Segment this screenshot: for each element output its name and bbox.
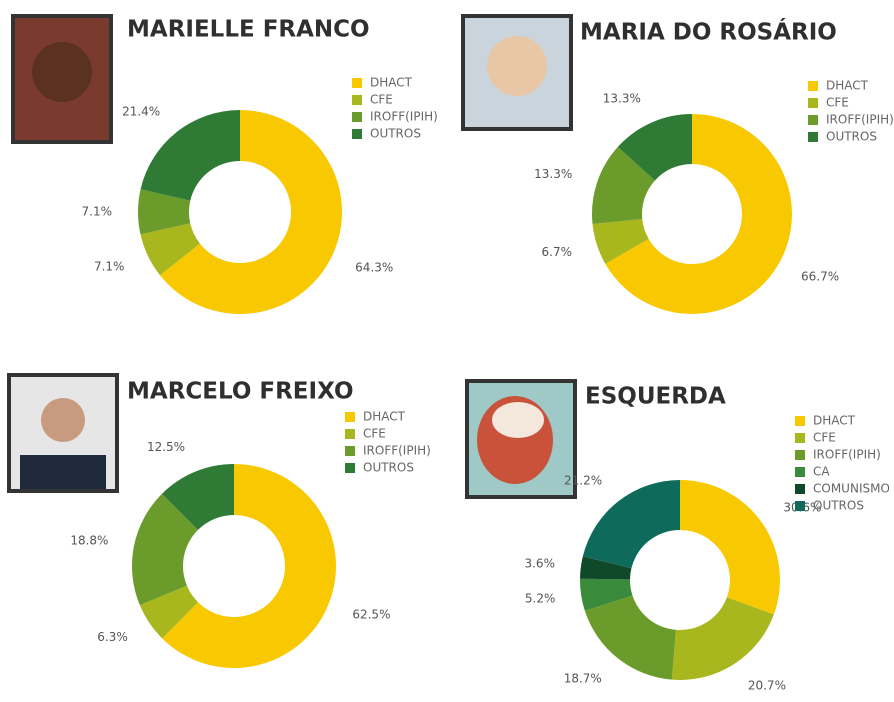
- legend-label: DHACT: [370, 76, 413, 90]
- legend-swatch: [345, 412, 355, 422]
- donut-segment: [141, 110, 240, 201]
- value-label: 66.7%: [801, 270, 839, 284]
- legend-label: OUTROS: [826, 130, 877, 144]
- legend-swatch: [795, 416, 805, 426]
- value-label: 3.6%: [524, 557, 555, 571]
- legend-label: DHACT: [826, 79, 869, 93]
- legend-swatch: [808, 115, 818, 125]
- legend-swatch: [345, 446, 355, 456]
- legend-label: IROFF(IPIH): [826, 113, 894, 127]
- legend-label: COMUNISMO: [813, 482, 890, 496]
- value-label: 18.7%: [564, 671, 602, 685]
- legend-label: DHACT: [813, 414, 856, 428]
- legend-swatch: [808, 132, 818, 142]
- pie-chart: ESQUERDA30.6%20.7%18.7%5.2%3.6%21.2%DHAC…: [524, 384, 889, 693]
- legend-swatch: [345, 463, 355, 473]
- legend-swatch: [345, 429, 355, 439]
- pie-chart: MARIELLE FRANCO 64.3% 7.1% 7.1% 21.4% DHACT CF…: [82, 17, 438, 314]
- legend-swatch: [795, 450, 805, 460]
- legend-label: CFE: [363, 427, 386, 441]
- value-label: 13.3%: [534, 167, 572, 181]
- legend-swatch: [795, 467, 805, 477]
- legend-swatch: [352, 112, 362, 122]
- legend-label: CFE: [826, 96, 849, 110]
- value-label: 6.3%: [97, 630, 128, 644]
- photo-face: [32, 42, 92, 102]
- dashboard: MARIELLE FRANCO 64.3% 7.1% 7.1% 21.4% DHACT CF…: [0, 0, 894, 702]
- legend-swatch: [352, 95, 362, 105]
- legend-label: OUTROS: [813, 499, 864, 513]
- chart-title: MARIELLE FRANCO: [127, 17, 370, 43]
- legend-swatch: [795, 484, 805, 494]
- photo-face: [487, 36, 547, 96]
- legend-swatch: [795, 501, 805, 511]
- pie-chart: MARCELO FREIXO 62.5% 6.3% 18.8% 12.5% DHACT CF…: [70, 379, 430, 668]
- legend-swatch: [808, 98, 818, 108]
- value-label: 5.2%: [525, 591, 556, 605]
- legend-swatch: [352, 78, 362, 88]
- legend-swatch: [808, 81, 818, 91]
- donut-segment: [585, 595, 676, 679]
- value-label: 7.1%: [82, 204, 113, 218]
- value-label: 18.8%: [70, 534, 108, 548]
- legend-label: DHACT: [363, 410, 406, 424]
- value-label: 64.3%: [355, 260, 393, 274]
- photo-face: [41, 398, 85, 442]
- legend-label: IROFF(IPIH): [370, 110, 438, 124]
- legend-swatch: [795, 433, 805, 443]
- legend-label: CA: [813, 465, 830, 479]
- chart-title: MARCELO FREIXO: [127, 379, 354, 405]
- value-label: 21.2%: [564, 473, 602, 487]
- legend-label: OUTROS: [363, 461, 414, 475]
- donut-segment: [672, 597, 774, 680]
- legend-label: CFE: [813, 431, 836, 445]
- chart-title: MARIA DO ROSÁRIO: [580, 18, 837, 46]
- value-label: 6.7%: [542, 245, 573, 259]
- chart-title: ESQUERDA: [585, 384, 726, 410]
- donut-segment: [583, 480, 680, 568]
- legend-label: CFE: [370, 93, 393, 107]
- legend-label: IROFF(IPIH): [813, 448, 881, 462]
- value-label: 62.5%: [352, 607, 390, 621]
- legend-swatch: [352, 129, 362, 139]
- legend-label: OUTROS: [370, 127, 421, 141]
- donut-segment: [680, 480, 780, 614]
- photo-brain: [492, 402, 544, 438]
- value-label: 21.4%: [122, 104, 160, 118]
- legend-label: IROFF(IPIH): [363, 444, 431, 458]
- value-label: 12.5%: [147, 440, 185, 454]
- value-label: 13.3%: [603, 91, 641, 105]
- value-label: 7.1%: [94, 260, 125, 274]
- photo-suit: [20, 455, 106, 489]
- pie-chart: MARIA DO ROSÁRIO 66.7% 6.7% 13.3% 13.3% DHACT…: [534, 18, 894, 314]
- value-label: 20.7%: [748, 679, 786, 693]
